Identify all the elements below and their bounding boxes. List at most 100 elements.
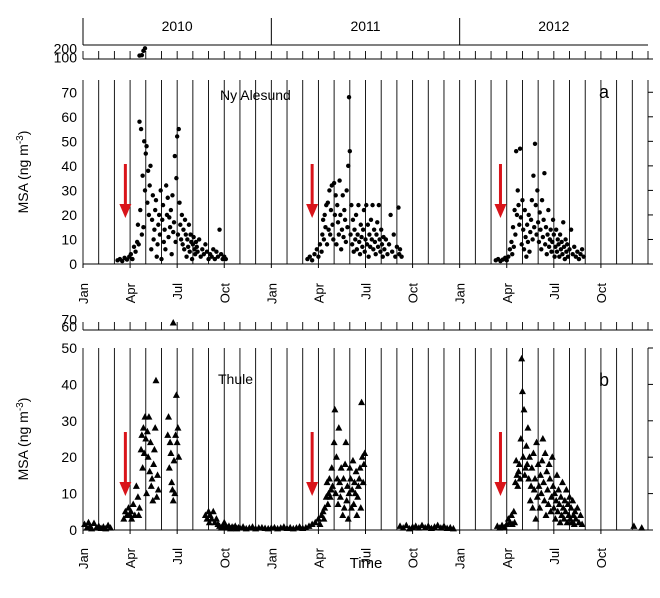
data-point — [517, 146, 523, 151]
data-point — [172, 431, 180, 438]
data-point — [538, 456, 546, 464]
data-point — [525, 239, 531, 245]
data-point — [630, 522, 638, 529]
x-tick-label: Oct — [217, 283, 232, 304]
data-point — [532, 515, 540, 522]
x-tick-label: Jan — [453, 548, 468, 569]
data-point — [165, 413, 173, 420]
data-point — [140, 173, 145, 178]
data-point — [554, 507, 562, 515]
data-point — [562, 485, 570, 493]
data-point — [321, 504, 329, 511]
data-point — [555, 500, 563, 508]
data-point — [330, 438, 338, 446]
data-point — [346, 94, 352, 100]
data-point — [516, 475, 524, 482]
data-point — [169, 496, 177, 504]
data-point — [531, 475, 539, 482]
data-point — [521, 227, 526, 232]
data-point — [179, 212, 185, 218]
data-point — [526, 212, 531, 218]
data-point — [552, 254, 557, 259]
data-point — [561, 220, 566, 225]
data-point — [535, 482, 543, 489]
y-tick-label: 10 — [61, 231, 77, 247]
data-point — [317, 242, 323, 247]
data-point — [434, 521, 442, 529]
data-point — [335, 220, 341, 225]
data-point — [564, 242, 570, 247]
data-point — [577, 511, 585, 518]
data-point — [150, 445, 158, 453]
data-point — [184, 254, 189, 259]
data-point — [638, 524, 646, 531]
data-point — [363, 237, 368, 242]
data-point — [572, 244, 577, 250]
data-point — [358, 453, 366, 460]
data-point — [364, 202, 369, 208]
data-point — [394, 244, 400, 250]
data-point — [533, 493, 541, 500]
x-tick-label: Jul — [547, 283, 562, 300]
data-point — [147, 183, 152, 188]
data-point — [578, 251, 583, 257]
data-point — [161, 239, 167, 245]
data-point — [350, 500, 358, 508]
data-point — [517, 435, 525, 442]
data-point — [541, 217, 546, 223]
data-point — [356, 464, 364, 471]
data-point — [354, 493, 362, 500]
data-point — [151, 424, 159, 431]
data-point — [523, 234, 528, 240]
data-point — [545, 460, 553, 467]
data-point — [513, 232, 518, 237]
data-point — [346, 464, 354, 471]
data-point — [172, 153, 178, 159]
data-point — [160, 217, 165, 223]
panel-letter: a — [599, 82, 610, 102]
data-point — [380, 254, 385, 259]
data-point — [561, 496, 569, 504]
data-point — [351, 249, 356, 254]
data-point — [165, 195, 170, 200]
data-point — [518, 354, 526, 362]
data-point — [349, 456, 357, 464]
data-point — [375, 244, 381, 250]
data-point — [138, 126, 144, 132]
data-point — [545, 232, 550, 237]
data-point — [139, 52, 145, 58]
data-point — [565, 254, 571, 259]
data-point — [139, 232, 145, 237]
data-point — [530, 237, 535, 242]
data-point — [186, 222, 192, 227]
data-point — [90, 519, 98, 526]
data-point — [573, 504, 581, 511]
data-point — [510, 225, 516, 230]
y-tick-label: 50 — [61, 133, 77, 149]
data-point — [564, 500, 572, 508]
data-point — [510, 251, 515, 257]
x-tick-label: Oct — [406, 283, 421, 304]
data-point — [154, 254, 159, 259]
data-point — [128, 515, 136, 522]
data-point — [357, 251, 363, 257]
data-point — [320, 217, 326, 223]
data-point — [576, 256, 582, 262]
data-point — [220, 518, 228, 526]
data-point — [540, 234, 546, 240]
data-point — [529, 198, 535, 203]
data-point — [206, 256, 211, 262]
data-point — [323, 225, 328, 230]
break-tick-label: 60 — [61, 318, 77, 334]
data-point — [551, 232, 557, 237]
data-point — [336, 232, 342, 237]
data-point — [180, 242, 185, 247]
data-point — [507, 247, 513, 252]
data-point — [552, 496, 560, 504]
x-tick-label: Oct — [594, 548, 609, 569]
data-point — [334, 500, 342, 508]
data-point — [165, 464, 173, 471]
data-point — [171, 489, 179, 497]
